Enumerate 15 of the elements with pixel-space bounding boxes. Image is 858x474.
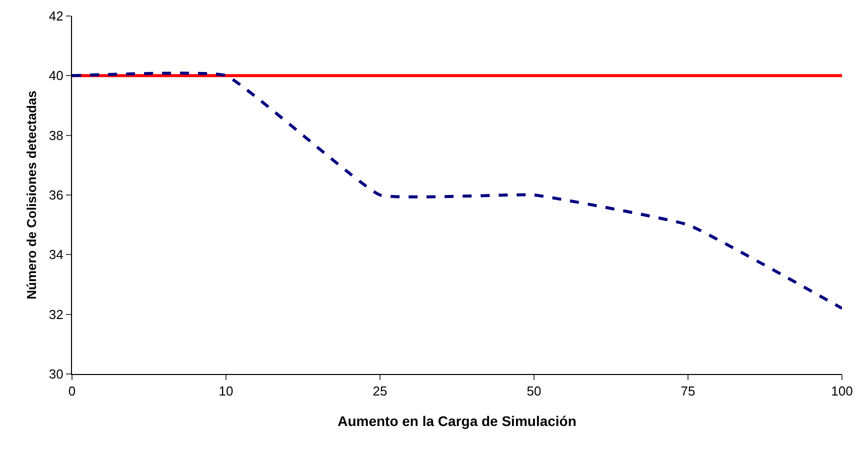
- y-tick-label: 42: [48, 8, 64, 24]
- x-tick-label: 50: [526, 384, 542, 399]
- y-tick-label: 36: [48, 188, 64, 203]
- x-tick-label: 25: [372, 384, 388, 399]
- x-axis-title: Aumento en la Carga de Simulación: [338, 413, 576, 429]
- y-tick-label: 34: [48, 247, 64, 262]
- x-tick-label: 0: [68, 384, 76, 399]
- x-tick-label: 75: [680, 384, 696, 399]
- y-axis-title: Número de Colisiones detectadas: [24, 90, 39, 300]
- y-tick-label: 40: [48, 68, 64, 84]
- y-tick-label: 30: [48, 366, 64, 382]
- x-tick-label: 100: [831, 384, 853, 399]
- y-tick-label: 38: [48, 128, 64, 143]
- x-tick-label: 10: [218, 384, 234, 399]
- y-tick-label: 32: [48, 306, 64, 322]
